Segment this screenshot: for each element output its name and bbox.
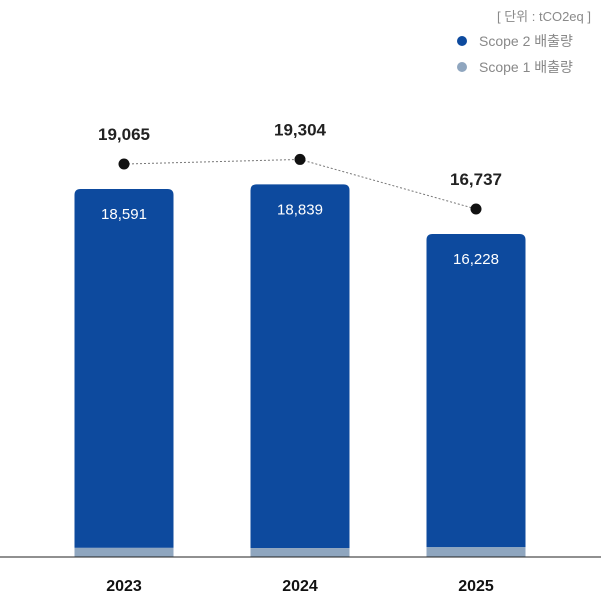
total-marker-2023 xyxy=(118,158,130,170)
value-label-scope1-2024: 465 xyxy=(287,558,312,575)
value-label-scope2-2025: 16,228 xyxy=(453,251,499,268)
value-label-scope2-2024: 18,839 xyxy=(277,201,323,218)
value-label-scope1-2025: 508 xyxy=(463,557,488,574)
total-label-2023: 19,065 xyxy=(98,125,150,144)
bar-scope2-2024 xyxy=(250,184,350,549)
total-marker-2025 xyxy=(470,203,482,215)
bar-scope2-2023 xyxy=(74,189,174,548)
legend-label-scope1: Scope 1 배출량 xyxy=(479,59,573,75)
x-tick-label-2024: 2024 xyxy=(282,578,318,595)
legend-item-scope1: Scope 1 배출량 xyxy=(457,57,597,77)
x-tick-label-2023: 2023 xyxy=(106,578,142,595)
legend-swatch-scope2 xyxy=(457,36,467,46)
value-label-scope2-2023: 18,591 xyxy=(101,206,147,223)
total-label-2025: 16,737 xyxy=(450,170,502,189)
bar-scope1-2024 xyxy=(250,548,350,557)
legend-swatch-scope1 xyxy=(457,62,467,72)
value-label-scope1-2023: 474 xyxy=(111,558,136,575)
total-label-2024: 19,304 xyxy=(274,120,327,139)
x-tick-label-2025: 2025 xyxy=(458,578,494,595)
bar-scope1-2025 xyxy=(426,547,526,557)
bar-scope1-2023 xyxy=(74,547,174,557)
legend-item-scope2: Scope 2 배출량 xyxy=(457,31,597,51)
legend-label-scope2: Scope 2 배출량 xyxy=(479,33,573,49)
unit-label: [ 단위 : tCO2eq ] xyxy=(496,9,591,24)
bar-scope2-2025 xyxy=(426,233,526,548)
total-marker-2024 xyxy=(294,153,306,165)
